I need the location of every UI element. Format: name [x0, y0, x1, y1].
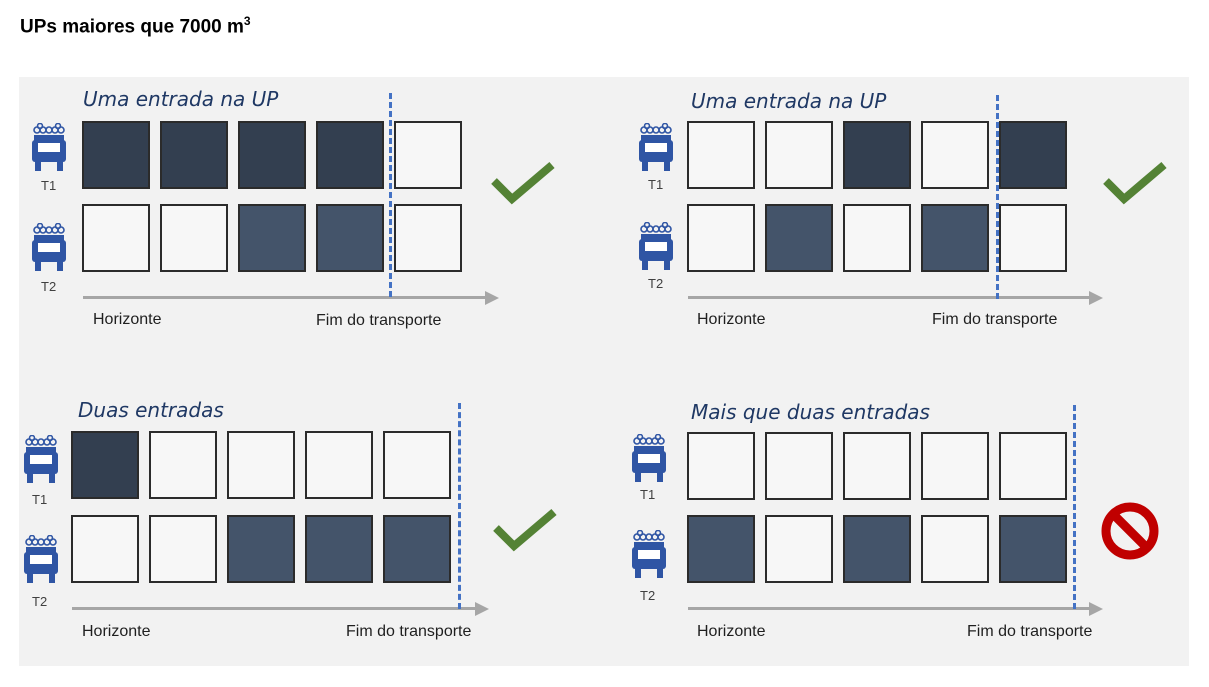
- schedule-cell-t2-3: [843, 515, 911, 583]
- check-icon: [491, 161, 555, 205]
- truck-label: T2: [41, 279, 57, 294]
- truck-label: T1: [640, 487, 656, 502]
- log-truck-icon: [32, 123, 66, 171]
- schedule-cell-t1-3: [843, 121, 911, 189]
- schedule-cell-t2-4: [921, 515, 989, 583]
- schedule-cell-t1-3: [238, 121, 306, 189]
- schedule-cell-t1-3: [843, 432, 911, 500]
- schedule-cell-t1-1: [687, 121, 755, 189]
- truck-label: T2: [32, 594, 48, 609]
- axis-label-fim: Fim do transporte: [932, 311, 1058, 328]
- prohibited-icon: [1101, 502, 1159, 560]
- transport-end-line: [389, 93, 392, 297]
- schedule-cell-t1-5: [394, 121, 462, 189]
- transport-end-line: [1073, 405, 1076, 609]
- schedule-cell-t2-3: [843, 204, 911, 272]
- truck-label: T2: [640, 588, 656, 603]
- schedule-cell-t1-2: [765, 432, 833, 500]
- schedule-cell-t2-2: [765, 204, 833, 272]
- axis-label-fim: Fim do transporte: [346, 623, 472, 640]
- check-icon: [1103, 161, 1167, 205]
- schedule-cell-t1-1: [71, 431, 139, 499]
- axis-label-horizonte: Horizonte: [82, 623, 151, 640]
- log-truck-icon: [639, 123, 673, 171]
- panel-title: Duas entradas: [78, 398, 224, 422]
- schedule-cell-t2-1: [687, 204, 755, 272]
- timeline-arrowhead: [1089, 602, 1103, 616]
- schedule-cell-t1-2: [149, 431, 217, 499]
- schedule-cell-t2-5: [999, 515, 1067, 583]
- schedule-cell-t2-1: [71, 515, 139, 583]
- page-title-superscript: 3: [243, 14, 251, 28]
- schedule-cell-t1-4: [921, 121, 989, 189]
- panel-title: Uma entrada na UP: [691, 89, 887, 113]
- axis-label-fim: Fim do transporte: [316, 312, 442, 329]
- schedule-cell-t1-1: [687, 432, 755, 500]
- truck-label: T1: [32, 492, 48, 507]
- schedule-cell-t1-2: [765, 121, 833, 189]
- axis-label-horizonte: Horizonte: [697, 311, 766, 328]
- transport-end-line: [458, 403, 461, 609]
- schedule-cell-t2-4: [316, 204, 384, 272]
- log-truck-icon: [32, 223, 66, 271]
- schedule-cell-t2-2: [765, 515, 833, 583]
- schedule-cell-t2-5: [383, 515, 451, 583]
- schedule-cell-t2-5: [394, 204, 462, 272]
- timeline-arrow: [83, 296, 485, 299]
- schedule-cell-t2-3: [227, 515, 295, 583]
- schedule-cell-t1-4: [921, 432, 989, 500]
- schedule-cell-t2-2: [160, 204, 228, 272]
- schedule-cell-t1-3: [227, 431, 295, 499]
- diagram-canvas: Uma entrada na UP T1 T2 Horizonte Fim do…: [19, 77, 1189, 666]
- truck-label: T1: [41, 178, 57, 193]
- schedule-cell-t2-1: [687, 515, 755, 583]
- schedule-cell-t2-2: [149, 515, 217, 583]
- schedule-cell-t2-3: [238, 204, 306, 272]
- schedule-cell-t2-1: [82, 204, 150, 272]
- timeline-arrowhead: [1089, 291, 1103, 305]
- log-truck-icon: [632, 530, 666, 578]
- schedule-cell-t1-5: [383, 431, 451, 499]
- schedule-cell-t1-5: [999, 121, 1067, 189]
- timeline-arrowhead: [475, 602, 489, 616]
- panel-title: Uma entrada na UP: [83, 87, 279, 111]
- truck-label: T2: [648, 276, 664, 291]
- schedule-cell-t1-4: [316, 121, 384, 189]
- schedule-cell-t2-4: [305, 515, 373, 583]
- log-truck-icon: [24, 535, 58, 583]
- schedule-cell-t1-2: [160, 121, 228, 189]
- truck-label: T1: [648, 177, 664, 192]
- log-truck-icon: [632, 434, 666, 482]
- schedule-cell-t1-1: [82, 121, 150, 189]
- axis-label-horizonte: Horizonte: [697, 623, 766, 640]
- schedule-cell-t1-5: [999, 432, 1067, 500]
- schedule-cell-t1-4: [305, 431, 373, 499]
- log-truck-icon: [24, 435, 58, 483]
- check-icon: [493, 508, 557, 552]
- page-title: UPs maiores que 7000 m3: [20, 14, 251, 38]
- axis-label-horizonte: Horizonte: [93, 311, 162, 328]
- schedule-cell-t2-5: [999, 204, 1067, 272]
- panel-title: Mais que duas entradas: [691, 400, 930, 424]
- timeline-arrow: [72, 607, 475, 610]
- log-truck-icon: [639, 222, 673, 270]
- timeline-arrow: [688, 607, 1089, 610]
- timeline-arrow: [688, 296, 1089, 299]
- timeline-arrowhead: [485, 291, 499, 305]
- schedule-cell-t2-4: [921, 204, 989, 272]
- transport-end-line: [996, 95, 999, 299]
- axis-label-fim: Fim do transporte: [967, 623, 1093, 640]
